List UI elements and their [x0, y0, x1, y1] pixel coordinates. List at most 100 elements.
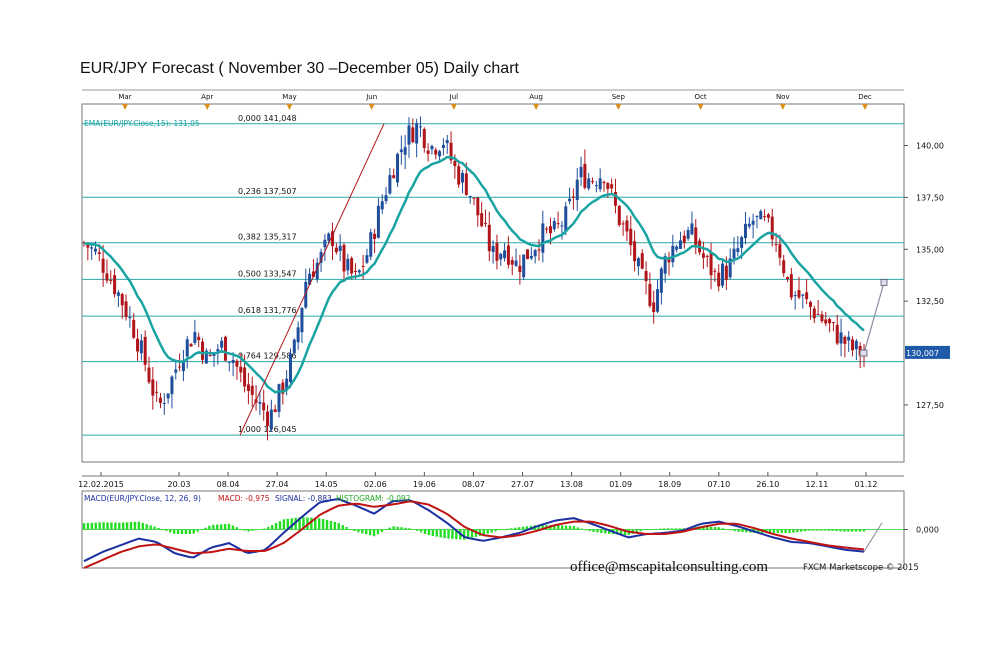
- histogram-bar: [463, 529, 466, 540]
- macd-legend: MACD(EUR/JPY.Close, 12, 26, 9) MACD: -0,…: [84, 494, 411, 503]
- candle: [728, 248, 732, 280]
- month-marker: [862, 104, 868, 110]
- histogram-bar: [502, 529, 505, 530]
- candle: [782, 254, 786, 277]
- histogram-bar: [490, 529, 493, 533]
- histogram-bar: [443, 529, 446, 539]
- histogram-bar: [392, 526, 395, 530]
- histogram-bar: [643, 529, 646, 531]
- candle: [162, 393, 166, 415]
- histogram-bar: [223, 524, 227, 530]
- candle: [503, 242, 507, 262]
- candle: [155, 380, 159, 402]
- histogram-bar: [157, 527, 160, 530]
- candle: [250, 376, 254, 407]
- candle: [457, 160, 461, 188]
- candle: [334, 243, 338, 255]
- signal-value-label: SIGNAL: -0,883: [275, 494, 332, 503]
- histogram-bar: [517, 527, 521, 530]
- x-tick-label: 12.11: [805, 480, 828, 489]
- candle: [491, 240, 495, 264]
- candle: [743, 211, 747, 245]
- x-tick-label: 01.09: [609, 480, 632, 489]
- candle: [633, 230, 637, 272]
- histogram-bar: [584, 529, 587, 531]
- histogram-bar: [145, 524, 148, 530]
- histogram-bar: [408, 528, 411, 530]
- month-marker: [204, 104, 211, 110]
- candle: [671, 234, 675, 268]
- candle: [571, 188, 575, 210]
- histogram-bar: [682, 528, 685, 530]
- candle: [483, 209, 487, 227]
- candle: [594, 181, 598, 193]
- candle: [170, 375, 174, 409]
- candle: [602, 180, 606, 192]
- candle: [747, 217, 751, 229]
- last-price-label: 130,007: [906, 349, 939, 358]
- x-tick-label: 01.12: [855, 480, 878, 489]
- histogram-bar: [357, 529, 360, 533]
- histogram-value-label: HISTOGRAM: -0,092: [336, 494, 411, 503]
- month-marker: [615, 104, 622, 110]
- histogram-bar: [792, 529, 795, 533]
- histogram-bar: [466, 529, 470, 539]
- candle: [269, 399, 273, 433]
- histogram-bar: [851, 529, 854, 532]
- macd-value-label: MACD: -0,975: [218, 494, 270, 503]
- candle: [304, 268, 308, 310]
- candle: [797, 276, 801, 300]
- histogram-bar: [619, 529, 623, 535]
- candle: [839, 318, 843, 357]
- y-tick-label: 132,50: [916, 297, 944, 306]
- histogram-bar: [670, 528, 674, 530]
- histogram-bar: [235, 527, 239, 530]
- histogram-bar: [169, 529, 172, 533]
- histogram-bar: [368, 529, 372, 536]
- histogram-bar: [180, 529, 184, 535]
- candle: [376, 198, 380, 239]
- candle: [350, 256, 354, 280]
- histogram-bar: [267, 526, 270, 530]
- histogram-bar: [506, 528, 509, 530]
- candle: [721, 259, 725, 288]
- histogram-bar: [212, 524, 215, 530]
- histogram-bar: [447, 529, 450, 539]
- candle: [342, 242, 346, 282]
- candle: [805, 278, 809, 305]
- histogram-bar: [666, 528, 670, 530]
- x-tick-label: 02.06: [364, 480, 387, 489]
- candle: [701, 241, 705, 269]
- x-tick-label: 07.10: [707, 480, 730, 489]
- y-tick-label: 127,50: [916, 401, 944, 410]
- candle: [365, 248, 369, 264]
- histogram-bar: [188, 529, 192, 535]
- histogram-bar: [560, 525, 564, 530]
- histogram-bar: [623, 529, 627, 535]
- histogram-bar: [333, 521, 337, 530]
- histogram-bar: [337, 523, 340, 530]
- candle: [246, 372, 250, 405]
- candle: [812, 305, 816, 324]
- candle: [449, 131, 453, 165]
- month-marker: [286, 104, 293, 110]
- y-tick-label: 140,00: [916, 142, 944, 151]
- contact-email: office@mscapitalconsulting.com: [570, 559, 769, 575]
- candle: [327, 232, 331, 244]
- month-marker: [122, 104, 128, 110]
- histogram-bar: [310, 517, 313, 530]
- histogram-bar: [600, 529, 603, 533]
- candle: [315, 257, 319, 283]
- candle: [709, 242, 713, 290]
- histogram-bar: [474, 529, 478, 537]
- candle: [793, 291, 797, 310]
- x-tick-label: 12.02.2015: [78, 480, 124, 489]
- candle: [227, 361, 231, 372]
- candle: [262, 389, 266, 421]
- histogram-bar: [219, 524, 223, 530]
- histogram-bar: [129, 522, 133, 530]
- candle: [667, 251, 671, 276]
- candles: [82, 116, 866, 441]
- candle: [579, 156, 583, 186]
